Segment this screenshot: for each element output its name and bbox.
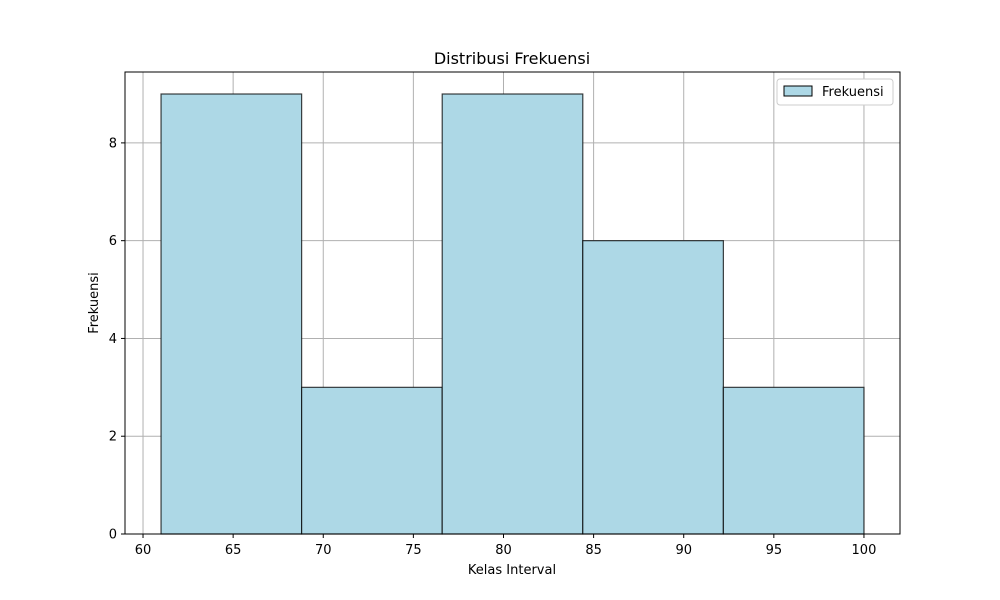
legend-label: Frekuensi [822,85,884,100]
x-tick-label: 90 [675,543,692,558]
histogram-bar-5 [722,386,865,535]
histogram-bar-4 [582,240,724,535]
y-tick-label: 8 [109,136,117,151]
y-axis-ticks: 0 2 4 6 8 [109,136,125,543]
y-axis-title: Frekuensi [87,272,102,334]
y-tick-label: 2 [109,430,117,445]
y-tick-label: 4 [109,332,117,347]
legend-swatch [783,85,813,97]
x-tick-label: 100 [852,543,877,558]
legend: Frekuensi [776,78,894,106]
histogram-bars [160,93,865,535]
x-axis-ticks: 60 65 70 75 80 85 90 95 100 [135,534,877,558]
x-tick-label: 70 [315,543,332,558]
x-tick-label: 80 [495,543,512,558]
y-tick-label: 6 [109,234,117,249]
x-tick-label: 85 [585,543,602,558]
plot-area-frame [124,71,901,535]
histogram-bar-2 [301,386,443,535]
chart-title: Distribusi Frekuensi [434,49,590,68]
x-tick-label: 95 [766,543,783,558]
x-tick-label: 60 [135,543,152,558]
y-tick-label: 0 [109,528,117,543]
x-axis-title: Kelas Interval [468,563,556,578]
histogram-bar-1 [160,93,303,535]
histogram-bar-3 [441,93,584,535]
x-tick-label: 65 [225,543,242,558]
x-tick-label: 75 [405,543,422,558]
